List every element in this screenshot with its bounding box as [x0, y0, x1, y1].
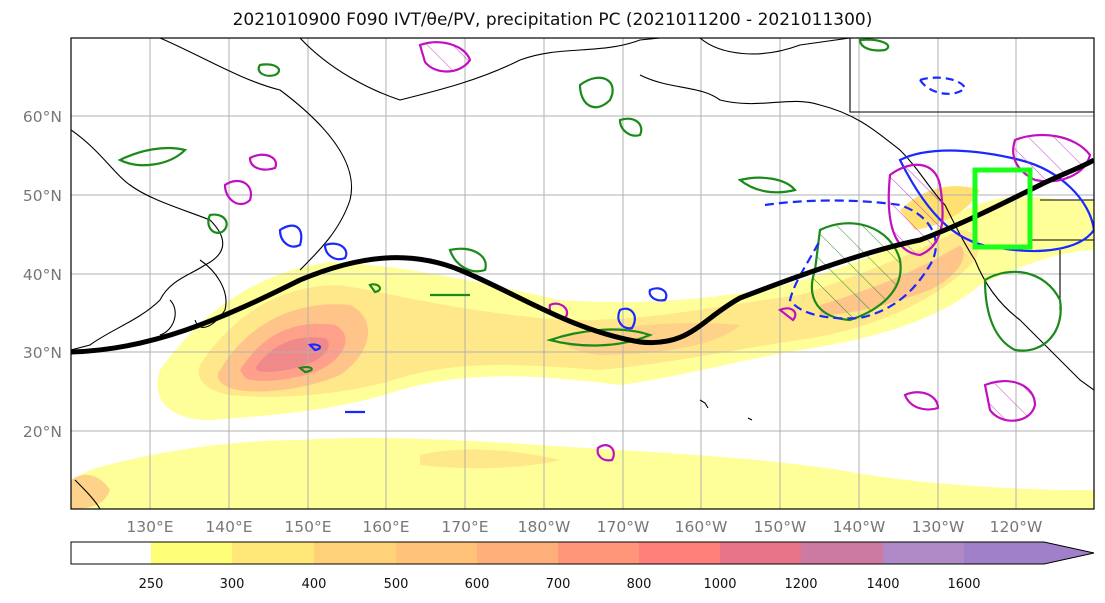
lon-label: 120°W — [990, 518, 1043, 536]
colorbar-label: 1000 — [703, 577, 736, 592]
colorbar-swatch — [558, 542, 639, 564]
pv-contours-green — [117, 38, 1062, 374]
colorbar-label: 250 — [139, 577, 164, 592]
target-region-box — [972, 167, 1033, 250]
lon-label: 160°E — [362, 518, 409, 536]
colorbar-swatch — [720, 542, 801, 564]
lat-axis-labels: 60°N 50°N 40°N 30°N 20°N — [23, 108, 62, 441]
lat-label: 50°N — [23, 187, 62, 205]
colorbar-swatch — [477, 542, 558, 564]
map-title: 2021010900 F090 IVT/θe/PV, precipitation… — [232, 10, 873, 30]
colorbar-label: 600 — [465, 577, 490, 592]
colorbar-swatch — [801, 542, 883, 564]
colorbar-label: 1200 — [784, 577, 817, 592]
lon-label: 140°E — [205, 518, 252, 536]
colorbar-label: 700 — [546, 577, 571, 592]
ivt-colorbar: 250 300 400 500 600 700 800 1000 1200 14… — [70, 541, 1095, 592]
coastlines — [71, 38, 1094, 509]
lon-label: 130°E — [126, 518, 173, 536]
lon-axis-labels: 130°E 140°E 150°E 160°E 170°E 180°W 170°… — [126, 518, 1042, 536]
colorbar-swatch — [232, 542, 314, 564]
colorbar-swatch — [639, 542, 720, 564]
lat-label: 20°N — [23, 423, 62, 441]
colorbar-label: 1600 — [947, 577, 980, 592]
colorbar-label: 300 — [220, 577, 245, 592]
lon-label: 130°W — [912, 518, 965, 536]
map-panel — [71, 38, 1094, 509]
lon-label: 160°W — [675, 518, 728, 536]
map-frame — [70, 37, 1095, 510]
lon-label: 180°W — [518, 518, 571, 536]
colorbar-swatch — [883, 542, 964, 564]
colorbar-label: 500 — [384, 577, 409, 592]
colorbar-labels: 250 300 400 500 600 700 800 1000 1200 14… — [139, 577, 981, 592]
colorbar-extend-arrow — [964, 542, 1094, 564]
colorbar-label: 400 — [302, 577, 327, 592]
lon-label: 170°E — [441, 518, 488, 536]
colorbar-label: 800 — [627, 577, 652, 592]
colorbar-swatch — [314, 542, 396, 564]
colorbar-swatch — [396, 542, 477, 564]
colorbar-swatch — [151, 542, 232, 564]
lon-label: 140°W — [833, 518, 886, 536]
colorbar-label: 1400 — [866, 577, 899, 592]
colorbar-swatch — [71, 542, 151, 564]
lat-label: 60°N — [23, 108, 62, 126]
lon-label: 150°E — [284, 518, 331, 536]
lon-label: 170°W — [597, 518, 650, 536]
lat-label: 30°N — [23, 344, 62, 362]
lat-label: 40°N — [23, 266, 62, 284]
lon-label: 150°W — [754, 518, 807, 536]
